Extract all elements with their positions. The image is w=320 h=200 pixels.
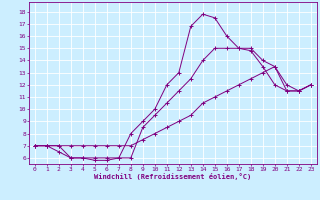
- X-axis label: Windchill (Refroidissement éolien,°C): Windchill (Refroidissement éolien,°C): [94, 173, 252, 180]
